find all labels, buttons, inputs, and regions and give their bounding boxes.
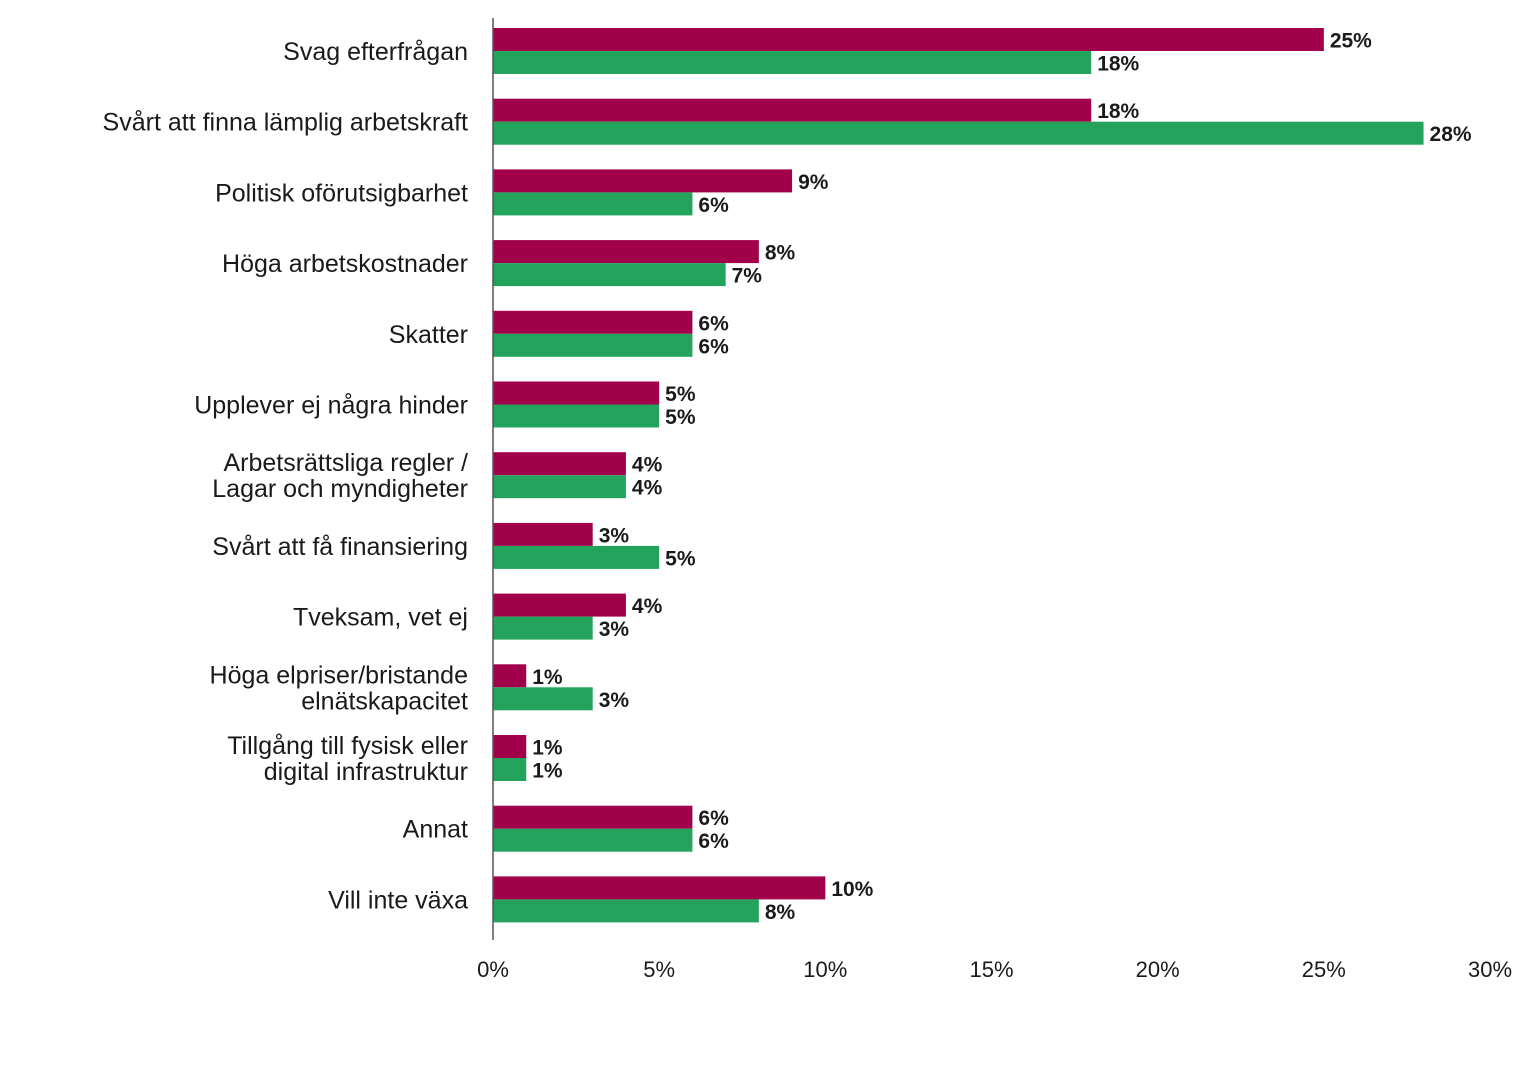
category-label-6-line1: Lagar och myndigheter	[212, 475, 468, 503]
category-label-8: Tveksam, vet ej	[293, 604, 468, 632]
value-label-series2-8: 3%	[599, 618, 630, 641]
value-label-series1-4: 6%	[698, 312, 729, 335]
x-tick-label-1: 5%	[643, 957, 675, 982]
bar-series2-5	[493, 404, 660, 428]
bar-series1-5	[493, 381, 660, 405]
category-label-0: Svag efterfrågan	[283, 38, 468, 66]
category-label-12: Vill inte växa	[328, 886, 468, 914]
category-label-9-line0: Höga elpriser/bristande	[210, 661, 468, 689]
bar-series2-11	[493, 828, 693, 852]
bar-series1-7	[493, 522, 593, 546]
bar-series1-8	[493, 593, 626, 617]
value-label-series1-2: 9%	[798, 171, 829, 194]
value-label-series2-9: 3%	[599, 689, 630, 712]
value-label-series1-0: 25%	[1330, 30, 1372, 53]
category-labels-group: Svag efterfrågan Svårt att finna lämplig …	[103, 38, 469, 914]
bar-series2-6	[493, 475, 626, 499]
category-label-9-line1: elnätskapacitet	[301, 687, 468, 715]
value-label-series1-9: 1%	[532, 666, 563, 689]
bar-series2-12	[493, 899, 759, 923]
value-label-series1-11: 6%	[698, 807, 729, 830]
value-label-series2-6: 4%	[632, 477, 663, 500]
bar-series1-11	[493, 805, 693, 829]
bar-series1-10	[493, 735, 527, 758]
x-tick-labels-group: 0% 5% 10% 15% 20% 25% 30%	[477, 957, 1512, 982]
bar-series1-3	[493, 240, 759, 264]
x-tick-label-6: 30%	[1468, 957, 1512, 982]
category-label-7: Svårt att få finansiering	[212, 533, 468, 561]
value-label-series1-12: 10%	[831, 878, 873, 901]
bar-series2-9	[493, 687, 593, 711]
value-label-series1-1: 18%	[1097, 100, 1139, 123]
value-label-series1-7: 3%	[599, 524, 630, 547]
bar-series2-0	[493, 51, 1092, 74]
bar-series2-3	[493, 263, 726, 287]
value-label-series1-8: 4%	[632, 595, 663, 618]
bar-series1-6	[493, 452, 626, 476]
category-label-4: Skatter	[389, 321, 468, 349]
value-label-series2-3: 7%	[732, 265, 763, 288]
bar-series2-10	[493, 758, 527, 781]
bar-series1-2	[493, 169, 793, 193]
value-label-series1-5: 5%	[665, 383, 696, 406]
value-label-series2-7: 5%	[665, 547, 696, 570]
x-tick-label-2: 10%	[803, 957, 847, 982]
value-label-series1-6: 4%	[632, 454, 663, 477]
value-label-series1-3: 8%	[765, 242, 796, 265]
category-label-5: Upplever ej några hinder	[194, 392, 468, 420]
bar-series2-1	[493, 121, 1424, 145]
value-labels-group: 25%18%18%28%9%6%8%7%6%6%5%5%4%4%3%5%4%3%…	[532, 30, 1472, 924]
category-label-1: Svårt att finna lämplig arbetskraft	[103, 109, 468, 137]
bar-series1-12	[493, 876, 826, 900]
bar-series1-4	[493, 310, 693, 334]
bar-series1-9	[493, 664, 527, 688]
category-label-6-line0: Arbetsrättsliga regler /	[223, 449, 468, 477]
category-label-2: Politisk oförutsigbarhet	[215, 179, 468, 207]
x-tick-label-5: 25%	[1302, 957, 1346, 982]
x-tick-label-4: 20%	[1136, 957, 1180, 982]
x-tick-label-3: 15%	[969, 957, 1013, 982]
bar-series2-2	[493, 192, 693, 216]
bar-series2-8	[493, 616, 593, 640]
bar-series2-7	[493, 545, 660, 569]
value-label-series2-4: 6%	[698, 335, 729, 358]
category-label-10-line1: digital infrastruktur	[264, 758, 468, 786]
bar-series2-4	[493, 333, 693, 357]
category-label-11: Annat	[403, 816, 468, 844]
bar-series1-1	[493, 98, 1092, 122]
bar-series1-0	[493, 28, 1324, 51]
value-label-series2-12: 8%	[765, 901, 796, 924]
value-label-series2-11: 6%	[698, 830, 729, 853]
value-label-series2-10: 1%	[532, 760, 563, 783]
value-label-series1-10: 1%	[532, 737, 563, 760]
bars-group	[493, 28, 1424, 923]
value-label-series2-2: 6%	[698, 194, 729, 217]
value-label-series2-1: 28%	[1430, 123, 1472, 146]
category-label-10-line0: Tillgång till fysisk eller	[227, 732, 468, 760]
category-label-3: Höga arbetskostnader	[222, 250, 468, 278]
value-label-series2-0: 18%	[1097, 53, 1139, 76]
x-tick-label-0: 0%	[477, 957, 509, 982]
value-label-series2-5: 5%	[665, 406, 696, 429]
